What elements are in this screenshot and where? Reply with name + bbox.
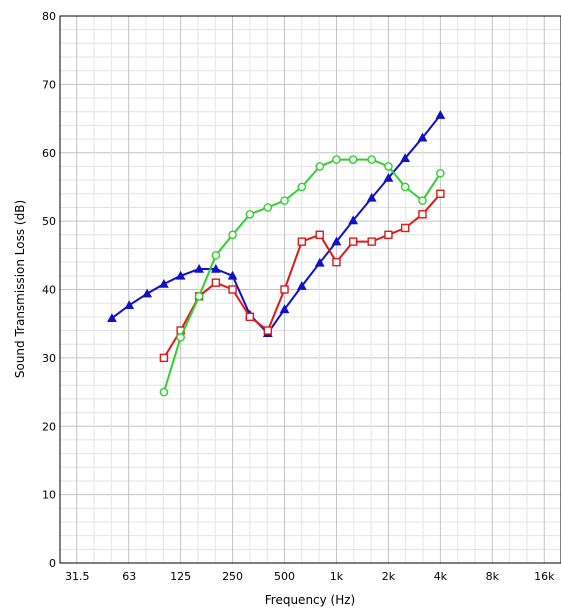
data-point-circle <box>418 196 427 205</box>
y-tick-label: 30 <box>42 352 56 365</box>
data-point-square <box>159 353 169 363</box>
x-axis: 31.5 63 125 250 500 1k 2k 4k 8k 16k <box>65 570 555 583</box>
data-point-circle <box>263 203 273 212</box>
data-point-circle <box>211 251 221 260</box>
data-point-circle <box>297 182 307 192</box>
data-point-triangle <box>435 110 446 119</box>
x-tick-label: 8k <box>486 570 500 583</box>
y-tick-label: 80 <box>42 10 56 23</box>
x-tick-label: 500 <box>274 570 295 583</box>
data-point-triangle <box>210 263 221 273</box>
x-tick-label: 2k <box>382 570 396 583</box>
data-point-square <box>297 237 307 246</box>
data-point-circle <box>228 230 237 240</box>
data-point-circle <box>194 292 204 301</box>
plot-frame <box>59 15 561 564</box>
data-point-triangle <box>417 132 428 142</box>
x-axis-label: Frequency (Hz) <box>265 593 356 607</box>
data-point-triangle <box>142 288 153 298</box>
data-point-triangle <box>124 300 135 309</box>
data-point-circle <box>332 155 341 164</box>
data-point-circle <box>384 162 393 171</box>
x-tick-label: 16k <box>534 570 555 583</box>
data-point-triangle <box>314 257 325 267</box>
data-point-square <box>400 223 410 233</box>
y-tick-label: 20 <box>42 420 56 433</box>
data-point-square <box>315 230 324 240</box>
data-point-square <box>384 230 393 240</box>
y-tick-label: 70 <box>42 78 56 91</box>
y-tick-label: 40 <box>42 284 56 297</box>
x-tick-label: 250 <box>222 570 243 583</box>
data-point-square <box>367 237 376 246</box>
data-point-square <box>332 257 341 267</box>
x-tick-label: 125 <box>170 570 191 583</box>
data-point-circle <box>245 209 255 219</box>
data-point-triangle <box>383 173 394 182</box>
y-tick-label: 0 <box>49 557 56 570</box>
data-point-circle <box>315 162 325 171</box>
x-tick-label: 1k <box>330 570 344 583</box>
data-point-circle <box>436 168 445 178</box>
series-layer <box>107 110 446 397</box>
grid <box>60 15 561 564</box>
data-point-circle <box>367 155 377 164</box>
y-tick-label: 60 <box>42 147 56 160</box>
data-point-triangle <box>366 192 377 202</box>
data-point-triangle <box>296 281 307 290</box>
data-point-triangle <box>107 313 117 322</box>
series-circle <box>159 155 445 397</box>
data-point-triangle <box>348 215 359 225</box>
x-tick-label: 4k <box>434 570 448 583</box>
data-point-square <box>263 326 273 335</box>
x-tick-label: 63 <box>122 570 136 583</box>
data-point-square <box>280 285 289 294</box>
data-point-square <box>418 210 427 219</box>
data-point-triangle <box>279 304 290 314</box>
y-axis: 0 10 20 30 40 50 60 70 80 <box>42 10 56 570</box>
x-tick-label: 31.5 <box>65 570 90 583</box>
data-point-square <box>245 312 255 322</box>
y-axis-label: Sound Transmission Loss (dB) <box>13 200 27 378</box>
data-point-circle <box>280 196 289 205</box>
y-tick-label: 50 <box>42 215 56 228</box>
data-point-circle <box>159 387 169 397</box>
data-point-circle <box>348 155 358 164</box>
data-point-circle <box>400 182 410 192</box>
data-point-triangle <box>159 279 169 288</box>
data-point-triangle <box>227 270 238 280</box>
data-point-triangle <box>331 236 342 246</box>
data-point-circle <box>176 333 185 342</box>
data-point-triangle <box>400 153 411 162</box>
data-point-square <box>348 237 358 246</box>
data-point-square <box>211 278 221 287</box>
data-point-square <box>228 285 237 294</box>
y-tick-label: 10 <box>42 489 56 502</box>
data-point-square <box>436 189 445 198</box>
data-point-triangle <box>175 270 186 280</box>
series-square <box>159 189 445 363</box>
series-line-triangle <box>111 114 442 335</box>
data-point-triangle <box>194 263 205 273</box>
